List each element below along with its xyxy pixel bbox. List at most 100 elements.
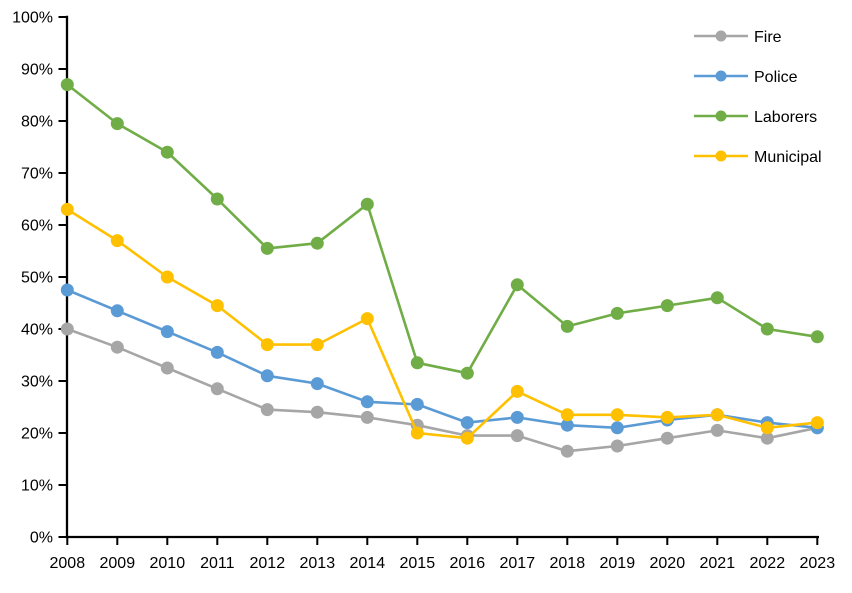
point-police-2013	[310, 377, 324, 391]
point-laborers-2008	[60, 78, 74, 92]
legend-marker-police	[715, 70, 727, 82]
y-tick-label: 20%	[21, 426, 53, 443]
point-municipal-2016	[460, 431, 474, 445]
point-laborers-2019	[610, 306, 624, 320]
point-police-2010	[160, 325, 174, 339]
point-municipal-2011	[210, 299, 224, 313]
point-municipal-2021	[710, 408, 724, 422]
point-laborers-2020	[660, 299, 674, 313]
point-laborers-2022	[760, 322, 774, 336]
x-tick-label: 2016	[450, 555, 486, 572]
point-police-2019	[610, 421, 624, 435]
y-tick-label: 50%	[21, 270, 53, 287]
x-tick-label: 2013	[300, 555, 336, 572]
point-fire-2008	[60, 322, 74, 336]
series-municipal	[60, 202, 824, 445]
point-laborers-2015	[410, 356, 424, 370]
point-police-2009	[110, 304, 124, 318]
legend-label-laborers: Laborers	[754, 109, 817, 126]
series-line-fire	[66, 327, 819, 453]
point-municipal-2009	[110, 234, 124, 248]
x-tick-label: 2019	[600, 555, 636, 572]
legend-item-police: Police	[694, 69, 798, 86]
point-police-2016	[460, 416, 474, 430]
x-tick-label: 2021	[700, 555, 736, 572]
point-municipal-2008	[60, 202, 74, 216]
x-tick-label: 2012	[250, 555, 286, 572]
point-municipal-2017	[510, 384, 524, 398]
point-fire-2021	[710, 423, 724, 437]
series-line-municipal	[66, 208, 819, 440]
point-laborers-2012	[260, 241, 274, 255]
y-tick-label: 60%	[21, 218, 53, 235]
x-tick-label: 2010	[150, 555, 186, 572]
x-tick-label: 2015	[400, 555, 436, 572]
point-laborers-2013	[310, 236, 324, 250]
point-police-2017	[510, 410, 524, 424]
point-laborers-2016	[460, 366, 474, 380]
x-tick-label: 2023	[800, 555, 836, 572]
legend-marker-fire	[715, 30, 727, 42]
point-fire-2012	[260, 403, 274, 417]
point-laborers-2011	[210, 192, 224, 206]
y-tick-label: 10%	[21, 478, 53, 495]
x-tick-label: 2022	[750, 555, 786, 572]
series-line-police	[66, 288, 819, 430]
point-fire-2022	[760, 431, 774, 445]
point-municipal-2012	[260, 338, 274, 352]
point-laborers-2018	[560, 319, 574, 333]
point-laborers-2014	[360, 197, 374, 211]
point-municipal-2014	[360, 312, 374, 326]
point-fire-2011	[210, 382, 224, 396]
axes: 0% 10% 20% 30% 40% 50% 60% 70% 80% 90% 100% 2008 200…	[12, 10, 835, 573]
x-tick-label: 2009	[100, 555, 136, 572]
legend-label-municipal: Municipal	[754, 149, 822, 166]
series-line-laborers	[66, 83, 819, 375]
x-tick-label: 2014	[350, 555, 386, 572]
point-laborers-2009	[110, 117, 124, 131]
y-tick-label: 90%	[21, 62, 53, 79]
point-laborers-2017	[510, 278, 524, 292]
point-laborers-2010	[160, 145, 174, 159]
point-fire-2010	[160, 361, 174, 375]
point-municipal-2023	[810, 416, 824, 430]
point-police-2011	[210, 345, 224, 359]
point-municipal-2019	[610, 408, 624, 422]
series-fire	[60, 322, 824, 458]
point-fire-2017	[510, 429, 524, 443]
y-tick-label: 80%	[21, 114, 53, 131]
point-fire-2013	[310, 405, 324, 419]
legend-item-laborers: Laborers	[694, 109, 817, 126]
y-tick-label: 30%	[21, 374, 53, 391]
point-police-2008	[60, 283, 74, 297]
legend-label-fire: Fire	[754, 29, 782, 46]
point-municipal-2018	[560, 408, 574, 422]
point-municipal-2022	[760, 421, 774, 435]
point-fire-2018	[560, 444, 574, 458]
x-tick-label: 2011	[200, 555, 235, 572]
legend-item-fire: Fire	[694, 29, 782, 46]
y-tick-label: 100%	[12, 10, 53, 27]
point-laborers-2023	[810, 330, 824, 344]
legend-item-municipal: Municipal	[694, 149, 822, 166]
legend-marker-municipal	[715, 150, 727, 162]
point-laborers-2021	[710, 291, 724, 305]
point-police-2012	[260, 369, 274, 383]
point-police-2014	[360, 395, 374, 409]
point-municipal-2020	[660, 410, 674, 424]
y-tick-label: 0%	[30, 530, 53, 547]
legend: Fire Police Laborers Municipal	[694, 29, 822, 166]
legend-marker-laborers	[715, 110, 727, 122]
x-tick-label: 2008	[50, 555, 86, 572]
point-municipal-2010	[160, 270, 174, 284]
point-police-2015	[410, 397, 424, 411]
x-tick-label: 2020	[650, 555, 686, 572]
point-fire-2019	[610, 439, 624, 453]
x-tick-label: 2018	[550, 555, 586, 572]
point-municipal-2013	[310, 338, 324, 352]
point-fire-2020	[660, 431, 674, 445]
legend-label-police: Police	[754, 69, 798, 86]
x-tick-label: 2017	[500, 555, 536, 572]
